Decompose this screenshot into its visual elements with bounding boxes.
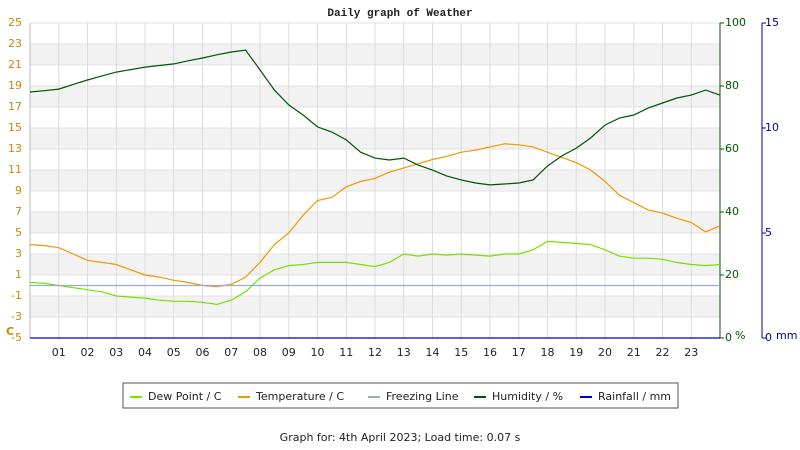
y3-tick-label: 15 [765,16,779,29]
y3-tick-label: 0 [765,331,772,344]
y-tick-label: 1 [15,268,22,281]
y2-tick-label: 40 [725,205,739,218]
legend-label: Freezing Line [386,390,459,403]
legend-label: Humidity / % [492,390,563,403]
x-tick-label: 02 [81,346,95,359]
y-tick-label: 5 [15,226,22,239]
x-tick-label: 18 [541,346,555,359]
x-tick-label: 09 [282,346,296,359]
x-tick-label: 10 [311,346,325,359]
x-tick-label: 08 [253,346,267,359]
y-tick-label: -3 [11,310,22,323]
y-unit: C [6,325,14,338]
y-tick-label: 13 [8,142,22,155]
x-tick-label: 11 [339,346,353,359]
chart-title: Daily graph of Weather [327,8,472,20]
legend-label: Dew Point / C [148,390,222,403]
legend-label: Rainfall / mm [598,390,671,403]
series-line [29,240,721,306]
x-tick-label: 19 [569,346,583,359]
x-tick-label: 04 [138,346,152,359]
y-tick-label: 7 [15,205,22,218]
legend-label: Temperature / C [255,390,344,403]
x-tick-label: 21 [627,346,641,359]
y2-tick-label: 0 [725,331,732,344]
y-tick-label: 25 [8,16,22,29]
x-tick-label: 20 [598,346,612,359]
x-tick-label: 03 [109,346,123,359]
x-tick-label: 22 [656,346,670,359]
y-tick-label: 15 [8,121,22,134]
x-tick-label: 23 [684,346,698,359]
footer: Graph for: 4th April 2023; Load time: 0.… [280,431,521,444]
y-tick-label: -5 [11,331,22,344]
legend-box [122,382,679,409]
series-line [29,143,721,288]
x-tick-label: 06 [196,346,210,359]
x-tick-label: 15 [454,346,468,359]
series-line [29,49,721,186]
y-tick-label: -1 [11,289,22,302]
y-tick-label: 21 [8,58,22,71]
y2-tick-label: 100 [725,16,746,29]
x-tick-label: 12 [368,346,382,359]
y3-tick-label: 5 [765,226,772,239]
y-tick-label: 17 [8,100,22,113]
y2-tick-label: 60 [725,142,739,155]
y-tick-label: 11 [8,163,22,176]
y2-tick-label: 20 [725,268,739,281]
x-tick-label: 13 [397,346,411,359]
x-tick-label: 14 [426,346,440,359]
y2-unit: % [735,329,745,342]
x-tick-label: 01 [52,346,66,359]
y2-tick-label: 80 [725,79,739,92]
x-tick-label: 07 [224,346,238,359]
x-tick-label: 17 [512,346,526,359]
plot-area [30,22,720,339]
y-tick-label: 3 [15,247,22,260]
y-tick-label: 19 [8,79,22,92]
x-tick-label: 05 [167,346,181,359]
y-tick-label: 9 [15,184,22,197]
x-tick-label: 16 [483,346,497,359]
y-tick-label: 23 [8,37,22,50]
y3-unit: mm [776,329,797,342]
y3-tick-label: 10 [765,121,779,134]
